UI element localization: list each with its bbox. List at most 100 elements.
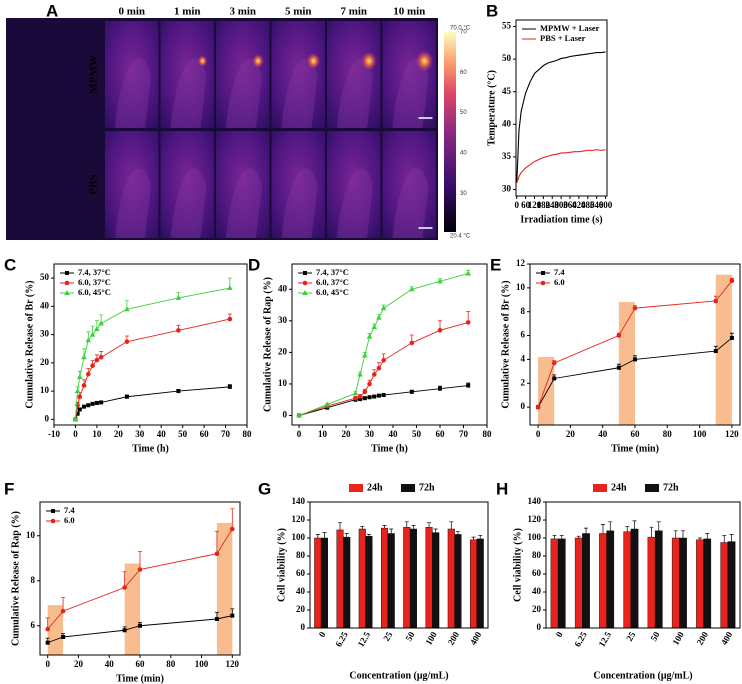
y-tick-label: 6 (31, 620, 36, 630)
y-tick-label: 100 (292, 532, 306, 542)
y-tick-label: 50 (502, 53, 512, 63)
panel-label: D (248, 255, 260, 274)
marker (362, 389, 368, 395)
marker (729, 335, 734, 340)
x-axis-label: Time (min) (116, 673, 164, 684)
marker (380, 305, 387, 311)
body-outline (392, 58, 429, 129)
plot-frame (39, 501, 241, 656)
body-outline (281, 58, 318, 129)
colorbar-tick-label: 60 (460, 70, 467, 76)
marker (376, 314, 382, 320)
x-tick-label: 80 (243, 429, 253, 439)
plot-frame (515, 19, 608, 197)
y-tick-label: 40 (532, 586, 542, 596)
marker (227, 316, 233, 322)
error-bar (382, 525, 387, 529)
bar (336, 529, 344, 629)
x-tick-label: 200 (446, 630, 462, 647)
marker (61, 635, 66, 639)
x-tick-label: 400 (719, 630, 735, 647)
marker (175, 294, 182, 300)
x-tick-label: 70 (459, 429, 469, 439)
bar (425, 527, 433, 629)
time-label: 7 min (340, 6, 367, 18)
error-bar (366, 534, 371, 537)
hotspot (306, 52, 321, 70)
marker (633, 357, 637, 362)
marker (81, 354, 87, 360)
marker (465, 270, 472, 276)
marker (362, 396, 367, 401)
body-outline (170, 168, 207, 238)
marker (65, 271, 69, 275)
plot-frame (53, 263, 248, 426)
y-tick-label: 10 (278, 378, 288, 388)
error-bar (673, 530, 678, 538)
bar (623, 531, 632, 629)
row-label: MPMW (88, 55, 100, 93)
marker (371, 324, 378, 330)
legend-label: MPMW + Laser (540, 23, 600, 33)
bar (606, 530, 615, 629)
marker (381, 357, 386, 363)
series-line (516, 51, 606, 183)
laser-interval (715, 274, 732, 425)
laser-interval (538, 356, 555, 425)
time-label: 3 min (229, 6, 256, 18)
legend-label: 7.4 (554, 267, 565, 277)
legend-marker (540, 280, 546, 286)
x-tick-label: 120 (725, 429, 739, 439)
y-tick-label: 20 (40, 357, 50, 367)
x-tick-label: 480 (581, 200, 595, 210)
error-bar (600, 524, 605, 534)
marker (64, 280, 70, 286)
x-tick-label: 540 (590, 200, 604, 210)
marker (176, 389, 181, 394)
marker (94, 400, 99, 405)
time-label: 10 min (393, 6, 425, 18)
legend-marker (65, 271, 69, 275)
x-tick-label: 120 (528, 200, 542, 210)
panel-label: E (490, 255, 501, 274)
x-tick-label: 180 (537, 200, 551, 210)
y-tick-label: 6 (521, 330, 526, 340)
bar (358, 528, 366, 629)
thermal-image (271, 131, 325, 238)
marker (75, 411, 80, 416)
x-tick-label: 100 (693, 429, 707, 439)
x-tick-label: 50 (178, 429, 188, 439)
legend-label: 72h (419, 482, 435, 493)
colorbar-min: 20.4 °C (450, 234, 471, 240)
legend-label: 6.0, 45°C (78, 287, 111, 297)
error-bar (478, 534, 483, 539)
y-tick-label: 60 (296, 568, 306, 578)
y-tick-label: 40 (502, 118, 512, 128)
y-tick-label: 8 (521, 306, 526, 316)
body-outline (170, 58, 207, 129)
marker (90, 363, 95, 368)
plot-frame (291, 263, 488, 426)
marker (357, 371, 363, 377)
legend-marker (302, 280, 308, 286)
legend-label: 7.4 (64, 505, 75, 515)
marker (50, 518, 56, 524)
marker (376, 365, 382, 371)
legend-label: 6.0 (554, 277, 565, 287)
error-bar (559, 534, 564, 539)
y-axis-label: Cumulative Release of Rap (%) (262, 277, 273, 412)
legend-marker (541, 271, 545, 275)
marker (86, 371, 91, 377)
y-tick-label: 20 (532, 604, 542, 614)
error-bar (632, 520, 637, 529)
marker (214, 551, 220, 557)
x-tick-label: 25 (381, 630, 394, 643)
legend-label: 7.4, 37°C (78, 267, 111, 277)
x-tick-label: 100 (670, 630, 686, 647)
y-tick-label: 10 (26, 530, 36, 540)
x-tick-label: 40 (105, 659, 115, 669)
x-tick-label: 20 (114, 429, 124, 439)
series-line (516, 149, 606, 184)
legend-label: 7.4, 37°C (316, 267, 349, 277)
body-outline (115, 168, 151, 238)
